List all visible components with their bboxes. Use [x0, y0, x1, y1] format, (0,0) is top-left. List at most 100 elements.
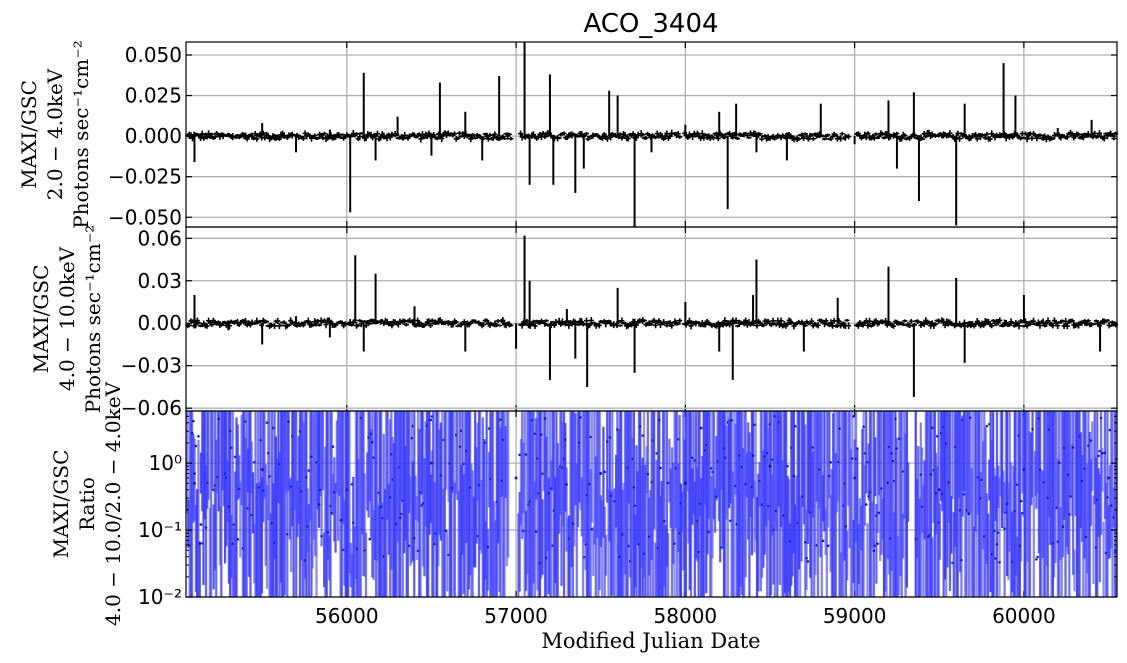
x-tick-label-4: 60000: [992, 604, 1056, 628]
x-tick-label-2: 58000: [654, 604, 718, 628]
ratio-point: [371, 440, 374, 444]
ratio-point: [1068, 512, 1071, 516]
ratio-point: [891, 459, 895, 463]
ratio-point: [1003, 527, 1006, 530]
ratio-point: [805, 556, 808, 560]
ratio-point: [603, 470, 606, 474]
ratio-point: [929, 473, 933, 476]
y-tick-label-0: −0.06: [121, 396, 182, 420]
series-bottom: [185, 411, 1118, 597]
ratio-point: [444, 529, 448, 532]
ratio-point: [826, 544, 830, 548]
panel-middle: −0.06 −0.03 0.00 0.03 0.06 MAXI/GSC 4.0 − 10…: [29, 225, 1119, 420]
series-top: [185, 42, 1119, 227]
ylabel-bottom-line3: 4.0 − 10.0/2.0 − 4.0keV: [101, 381, 125, 626]
ratio-point: [985, 424, 989, 428]
x-tick-label-1: 57000: [484, 604, 548, 628]
ratio-point: [792, 474, 796, 478]
ratio-point: [699, 426, 703, 430]
ratio-point: [969, 416, 972, 420]
ratio-point: [398, 516, 402, 520]
ratio-point: [259, 438, 262, 442]
ratio-point: [1036, 555, 1039, 559]
y-tick-label-4: 0.050: [125, 43, 182, 67]
ratio-point: [876, 542, 879, 546]
ratio-point: [657, 418, 661, 422]
ratio-point: [412, 536, 416, 540]
ratio-point: [410, 436, 414, 440]
ratio-point: [198, 542, 202, 545]
ratio-point: [872, 549, 876, 553]
ratio-point: [856, 447, 859, 450]
x-axis-label: Modified Julian Date: [541, 629, 760, 653]
ratio-point: [828, 474, 831, 478]
ratio-point: [862, 425, 865, 429]
ratio-point: [730, 419, 733, 422]
y-tick-label-1: −0.03: [121, 354, 182, 378]
ratio-point: [838, 427, 841, 430]
ratio-point: [305, 475, 308, 479]
ratio-point: [352, 521, 355, 524]
ratio-point: [852, 415, 855, 418]
ratio-point: [960, 558, 963, 562]
ratio-point: [786, 464, 789, 468]
data-point: [1107, 476, 1111, 480]
data-point: [429, 461, 433, 465]
ratio-point: [793, 424, 797, 428]
y-tick-label-0: 10⁻²: [138, 585, 182, 609]
data-point: [683, 481, 687, 485]
ratio-point: [638, 425, 642, 428]
ratio-point: [1099, 416, 1103, 420]
y-tick-label-2: 10⁰: [149, 451, 182, 475]
ratio-point: [967, 512, 971, 516]
y-tick-label-4: 0.06: [137, 226, 182, 250]
ratio-point: [751, 454, 755, 457]
ratio-point: [564, 438, 567, 442]
ratio-point: [850, 457, 854, 460]
ratio-point: [565, 483, 568, 486]
ratio-point: [864, 503, 868, 506]
ratio-point: [429, 418, 433, 422]
ratio-point: [544, 556, 548, 560]
ratio-point: [1019, 499, 1023, 503]
ratio-point: [1061, 525, 1065, 528]
panel-top: −0.050 −0.025 0.000 0.025 0.050 MAXI/GSC 2.0…: [17, 40, 1119, 229]
ratio-point: [1071, 446, 1075, 449]
ratio-point: [894, 417, 897, 421]
ratio-point: [326, 530, 330, 534]
ratio-point: [806, 560, 810, 563]
ylabel-bottom-line1: MAXI/GSC: [49, 450, 73, 559]
ratio-point: [821, 539, 825, 543]
data-point: [514, 476, 518, 480]
ylabel-top-line1: MAXI/GSC: [17, 80, 41, 189]
data-point: [853, 476, 857, 480]
data-point: [768, 464, 772, 468]
ratio-point: [646, 472, 650, 476]
ratio-point: [197, 435, 200, 438]
ratio-point: [543, 417, 547, 420]
y-tick-label-2: 0.00: [137, 311, 182, 335]
ratio-point: [486, 545, 490, 549]
ratio-point: [605, 440, 609, 443]
ratio-point: [539, 433, 543, 436]
ratio-point: [331, 445, 335, 448]
ratio-point: [895, 447, 898, 450]
data-point: [599, 471, 603, 475]
ratio-point: [217, 417, 221, 421]
ratio-point: [995, 543, 999, 546]
x-tick-label-3: 59000: [823, 604, 887, 628]
data-point: [937, 488, 941, 492]
ratio-point: [236, 538, 240, 541]
y-tick-label-2: 0.000: [125, 124, 182, 148]
ylabel-top-line2: 2.0 − 4.0keV: [43, 68, 67, 200]
ratio-point: [228, 429, 232, 433]
ratio-point: [320, 534, 323, 538]
ratio-point: [829, 461, 832, 464]
ratio-point: [190, 431, 194, 435]
ratio-point: [697, 550, 700, 554]
ylabel-middle-line3: Photons sec⁻¹cm⁻²: [81, 225, 105, 414]
yticks-middle: −0.06 −0.03 0.00 0.03 0.06: [121, 226, 1117, 420]
xticks-bottom: 56000 57000 58000 59000 60000: [315, 604, 1056, 628]
ratio-point: [608, 436, 612, 439]
